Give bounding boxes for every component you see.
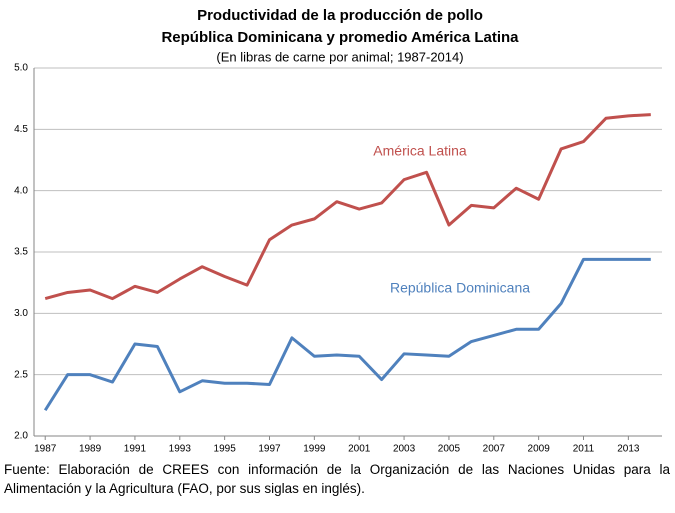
y-tick-label: 4.0 — [14, 185, 28, 196]
y-tick-label: 3.5 — [14, 247, 28, 258]
x-tick-label: 2005 — [438, 444, 461, 455]
x-tick-label: 2011 — [573, 444, 595, 455]
x-tick-label: 1993 — [169, 444, 192, 455]
y-tick-label: 2.5 — [14, 369, 28, 380]
data-line — [44, 113, 651, 301]
chart-title: República Dominicana y promedio América … — [161, 29, 519, 46]
x-tick-label: 1987 — [34, 444, 57, 455]
x-tick-label: 1997 — [258, 444, 281, 455]
y-tick-label: 5.0 — [14, 63, 28, 74]
series-label: América Latina — [373, 143, 467, 159]
x-tick-label: 2009 — [528, 444, 551, 455]
x-tick-label: 2007 — [483, 444, 506, 455]
chart-title: Productividad de la producción de pollo — [197, 7, 483, 24]
x-tick-label: 2013 — [617, 444, 640, 455]
data-line — [43, 257, 651, 412]
x-tick-label: 1999 — [303, 444, 326, 455]
chart: Productividad de la producción de pollo … — [14, 7, 662, 455]
y-tick-label: 3.0 — [14, 308, 28, 319]
y-tick-label: 4.5 — [14, 124, 28, 135]
y-tick-label: 2.0 — [14, 431, 28, 442]
x-tick-label: 1989 — [79, 444, 102, 455]
x-tick-label: 1991 — [124, 444, 147, 455]
series-label: República Dominicana — [390, 280, 530, 296]
source-note: Fuente: Elaboración de CREES con informa… — [4, 462, 670, 496]
x-tick-label: 2001 — [348, 444, 371, 455]
chart-subtitle: (En libras de carne por animal; 1987-201… — [216, 49, 463, 64]
x-tick-label: 2003 — [393, 444, 416, 455]
x-tick-label: 1995 — [214, 444, 237, 455]
